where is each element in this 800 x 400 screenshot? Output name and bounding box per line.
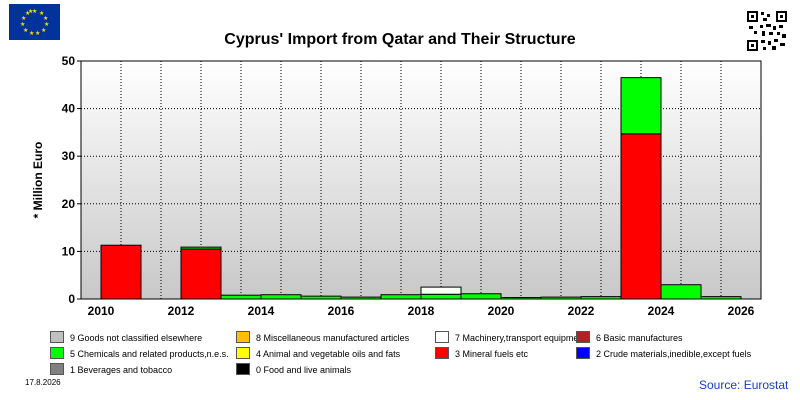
legend-label: 0 Food and live animals <box>256 365 352 375</box>
bar-segment <box>540 296 582 300</box>
x-tick-label: 2010 <box>88 304 115 318</box>
y-tick-label: 10 <box>62 244 76 258</box>
bar-segment <box>260 294 302 300</box>
bar-segment <box>460 293 502 300</box>
svg-text:★: ★ <box>29 30 34 37</box>
bar-segment <box>220 294 262 300</box>
legend-label: 2 Crude materials,inedible,except fuels <box>596 349 752 359</box>
legend-swatch <box>576 331 590 343</box>
legend-item: 4 Animal and vegetable oils and fats <box>236 347 400 359</box>
y-tick-label: 30 <box>62 149 76 163</box>
svg-text:★: ★ <box>23 27 28 34</box>
source-link[interactable]: Source: Eurostat <box>699 378 789 392</box>
legend-label: 1 Beverages and tobacco <box>70 365 173 375</box>
bar-segment <box>420 286 462 295</box>
y-axis-label: * Million Euro <box>31 142 45 219</box>
bar-segment <box>300 295 342 300</box>
legend-swatch <box>435 331 449 343</box>
y-tick-label: 0 <box>68 292 75 306</box>
svg-text:★: ★ <box>21 15 26 22</box>
bar-segment <box>580 296 622 300</box>
eu-flag-icon: ★ ★ ★ ★ ★ ★ ★ ★ ★ ★ ★ ★ <box>9 4 60 40</box>
legend-label: 6 Basic manufactures <box>596 333 683 343</box>
x-tick-label: 2022 <box>568 304 595 318</box>
bar-segment <box>700 296 742 300</box>
y-tick-label: 20 <box>62 197 76 211</box>
bar-segment <box>620 77 662 135</box>
svg-text:★: ★ <box>35 30 40 37</box>
svg-text:★: ★ <box>32 8 37 15</box>
bar-segment <box>660 284 702 300</box>
bar-segment <box>100 244 142 300</box>
svg-text:★: ★ <box>44 21 49 28</box>
grid-lines <box>81 61 761 299</box>
bar-segment <box>380 294 422 300</box>
x-tick-label: 2012 <box>168 304 195 318</box>
bar-segment <box>500 297 542 300</box>
x-tick-label: 2024 <box>648 304 675 318</box>
svg-text:★: ★ <box>25 10 30 17</box>
legend-item: 8 Miscellaneous manufactured articles <box>236 331 409 343</box>
svg-text:★: ★ <box>28 8 33 15</box>
svg-text:★: ★ <box>41 27 46 34</box>
bar-segment <box>420 293 462 300</box>
legend-item: 3 Mineral fuels etc <box>435 347 528 359</box>
legend-item: 7 Machinery,transport equipment <box>435 331 586 343</box>
legend-item: 0 Food and live animals <box>236 363 351 375</box>
legend-swatch <box>236 331 250 343</box>
bar-segment <box>340 296 382 300</box>
legend-item: 6 Basic manufactures <box>576 331 683 343</box>
legend-swatch <box>236 363 250 375</box>
legend-swatch <box>50 363 64 375</box>
legend-label: 8 Miscellaneous manufactured articles <box>256 333 410 343</box>
legend-label: 4 Animal and vegetable oils and fats <box>256 349 401 359</box>
legend-swatch <box>435 347 449 359</box>
legend-item: 9 Goods not classified elsewhere <box>50 331 202 343</box>
date-stamp: 17.8.2026 <box>25 378 61 387</box>
legend-label: 5 Chemicals and related products,n.e.s. <box>70 349 229 359</box>
legend-item: 2 Crude materials,inedible,except fuels <box>576 347 751 359</box>
x-tick-label: 2016 <box>328 304 355 318</box>
y-axis-ticks: 0 10 20 30 40 50 <box>62 54 81 306</box>
x-tick-label: 2020 <box>488 304 515 318</box>
bar-segment <box>180 248 222 300</box>
x-tick-label: 2014 <box>248 304 275 318</box>
bar-segment <box>180 246 222 250</box>
legend-swatch <box>236 347 250 359</box>
x-axis-ticks: 2010 2012 2014 2016 2018 2020 2022 2024 2026 <box>88 304 755 318</box>
legend-swatch <box>50 347 64 359</box>
svg-text:★: ★ <box>43 15 48 22</box>
x-tick-label: 2018 <box>408 304 435 318</box>
chart-title: Cyprus' Import from Qatar and Their Stru… <box>224 31 576 48</box>
svg-text:★: ★ <box>39 10 44 17</box>
legend-label: 7 Machinery,transport equipment <box>455 333 586 343</box>
legend-item: 1 Beverages and tobacco <box>50 363 172 375</box>
legend-swatch <box>576 347 590 359</box>
bar-segment <box>620 133 662 300</box>
y-tick-label: 50 <box>62 54 76 68</box>
legend-label: 9 Goods not classified elsewhere <box>70 333 203 343</box>
y-tick-label: 40 <box>62 102 76 116</box>
legend-label: 3 Mineral fuels etc <box>455 349 529 359</box>
x-tick-label: 2026 <box>728 304 755 318</box>
legend-swatch <box>50 331 64 343</box>
bar-group <box>100 77 742 300</box>
svg-text:★: ★ <box>20 21 25 28</box>
legend-item: 5 Chemicals and related products,n.e.s. <box>50 347 229 359</box>
qr-code-icon <box>746 10 788 52</box>
